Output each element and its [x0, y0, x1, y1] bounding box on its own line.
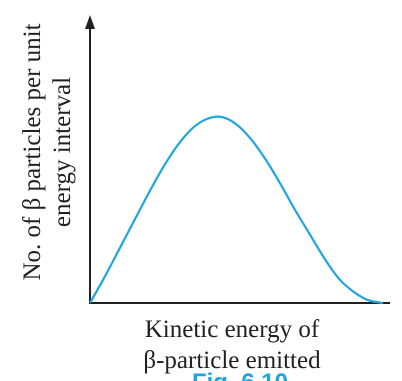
- y-axis-arrowhead: [85, 15, 95, 29]
- figure-caption: Fig. 6.10: [192, 369, 288, 381]
- y-axis-label-line-2: energy interval: [49, 77, 76, 227]
- series-line: [89, 115, 384, 305]
- y-axis-label-line-1: No. of β particles per unit: [19, 23, 46, 280]
- x-axis-label-line-2: β-particle emitted: [143, 347, 321, 374]
- x-axis-label-line-1: Kinetic energy of: [145, 316, 320, 343]
